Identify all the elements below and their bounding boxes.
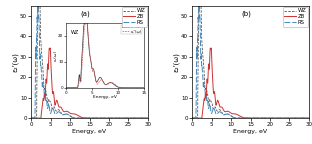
ZB (190, 117, 194, 119)
RS (29, 117, 33, 119)
WZ (266, 117, 270, 119)
WZ (260, 117, 264, 119)
RS (260, 117, 264, 119)
WZ (235, 117, 239, 119)
Line: RS: RS (192, 4, 309, 118)
RS (235, 117, 239, 119)
WZ (190, 117, 194, 119)
ZB (99, 117, 103, 119)
WZ (277, 117, 281, 119)
Y-axis label: ε₂ʳ(ω): ε₂ʳ(ω) (12, 52, 19, 72)
X-axis label: Energy, eV: Energy, eV (72, 129, 107, 134)
WZ (51, 108, 54, 110)
ZB (260, 117, 264, 119)
WZ (105, 117, 109, 119)
ZB (29, 117, 33, 119)
Line: WZ: WZ (192, 0, 309, 118)
RS (212, 107, 215, 109)
WZ (99, 117, 103, 119)
RS (116, 117, 120, 119)
RS (266, 117, 270, 119)
Text: (b): (b) (241, 11, 251, 17)
X-axis label: Energy, eV: Energy, eV (233, 129, 268, 134)
RS (190, 117, 194, 119)
ZB (105, 117, 109, 119)
WZ (125, 117, 129, 119)
Line: ZB: ZB (192, 48, 309, 118)
Legend: WZ, ZB, RS: WZ, ZB, RS (283, 7, 308, 26)
ZB (266, 117, 270, 119)
WZ (146, 117, 150, 119)
ZB (307, 117, 311, 119)
RS (307, 117, 311, 119)
RS (51, 107, 54, 109)
RS (99, 117, 103, 119)
Text: (a): (a) (80, 11, 90, 17)
ZB (48, 47, 52, 49)
WZ (286, 117, 290, 119)
ZB (116, 117, 120, 119)
WZ (116, 117, 120, 119)
Y-axis label: ε₂ʳ(ω): ε₂ʳ(ω) (173, 52, 180, 72)
WZ (29, 117, 33, 119)
Legend: WZ, ZB, RS: WZ, ZB, RS (122, 7, 147, 26)
RS (74, 117, 78, 119)
Line: WZ: WZ (31, 0, 148, 118)
RS (105, 117, 109, 119)
ZB (212, 91, 215, 93)
ZB (146, 117, 150, 119)
ZB (235, 113, 239, 115)
Line: ZB: ZB (31, 48, 148, 118)
WZ (74, 117, 78, 119)
ZB (51, 91, 54, 93)
Line: RS: RS (31, 4, 148, 118)
ZB (74, 113, 78, 115)
RS (277, 117, 281, 119)
WZ (307, 117, 311, 119)
ZB (125, 117, 129, 119)
RS (146, 117, 150, 119)
RS (286, 117, 290, 119)
ZB (277, 117, 281, 119)
RS (197, 3, 201, 5)
ZB (209, 47, 213, 49)
WZ (212, 108, 215, 110)
RS (36, 3, 40, 5)
ZB (286, 117, 290, 119)
RS (125, 117, 129, 119)
